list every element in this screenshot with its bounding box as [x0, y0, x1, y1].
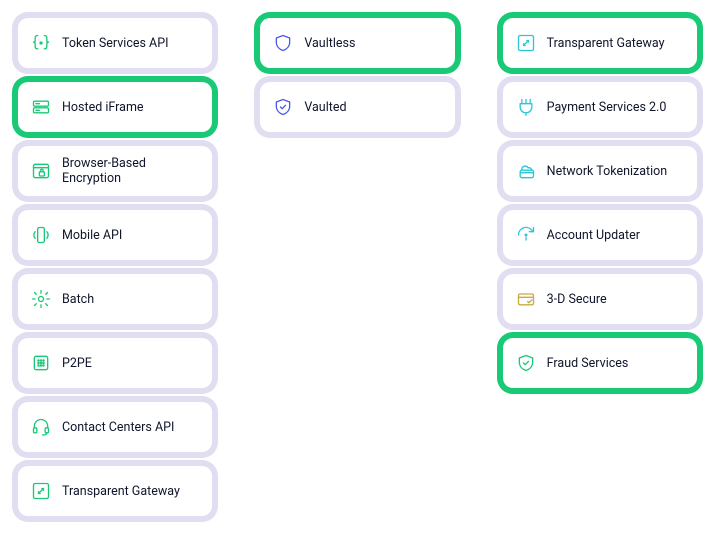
- iframe-icon: [30, 96, 52, 118]
- card-label: Contact Centers API: [62, 420, 174, 435]
- card-vaultless[interactable]: Vaultless: [260, 18, 454, 68]
- card-label: Vaultless: [304, 36, 355, 51]
- shield-outline-icon: [272, 32, 294, 54]
- gear-icon: [30, 288, 52, 310]
- card-label: Browser-Based Encryption: [62, 156, 200, 186]
- card-network-tokenization[interactable]: Network Tokenization: [503, 146, 697, 196]
- cloud-card-icon: [515, 160, 537, 182]
- card-payment-services-2[interactable]: Payment Services 2.0: [503, 82, 697, 132]
- card-label: Token Services API: [62, 36, 168, 51]
- card-label: Fraud Services: [547, 356, 629, 371]
- card-token-services-api[interactable]: Token Services API: [18, 18, 212, 68]
- keypad-icon: [30, 352, 52, 374]
- expand-icon: [515, 32, 537, 54]
- column-1: Token Services API Hosted iFrame Browser…: [18, 18, 212, 516]
- card-label: 3-D Secure: [547, 292, 607, 307]
- browser-lock-icon: [30, 160, 52, 182]
- card-label: Transparent Gateway: [62, 484, 180, 499]
- card-transparent-gateway-2[interactable]: Transparent Gateway: [503, 18, 697, 68]
- card-label: Vaulted: [304, 100, 346, 115]
- plug-icon: [515, 96, 537, 118]
- card-label: Account Updater: [547, 228, 640, 243]
- card-p2pe[interactable]: P2PE: [18, 338, 212, 388]
- card-label: Mobile API: [62, 228, 122, 243]
- shield-check-icon: [272, 96, 294, 118]
- shield-check-icon: [515, 352, 537, 374]
- refresh-icon: [515, 224, 537, 246]
- mobile-icon: [30, 224, 52, 246]
- card-batch[interactable]: Batch: [18, 274, 212, 324]
- card-label: Network Tokenization: [547, 164, 668, 179]
- column-3: Transparent Gateway Payment Services 2.0…: [503, 18, 697, 388]
- card-transparent-gateway-1[interactable]: Transparent Gateway: [18, 466, 212, 516]
- column-2: Vaultless Vaulted: [260, 18, 454, 132]
- card-fraud-services[interactable]: Fraud Services: [503, 338, 697, 388]
- card-hosted-iframe[interactable]: Hosted iFrame: [18, 82, 212, 132]
- braces-icon: [30, 32, 52, 54]
- card-label: Batch: [62, 292, 94, 307]
- card-3d-secure[interactable]: 3-D Secure: [503, 274, 697, 324]
- card-vaulted[interactable]: Vaulted: [260, 82, 454, 132]
- card-label: Payment Services 2.0: [547, 100, 667, 115]
- card-browser-based-encryption[interactable]: Browser-Based Encryption: [18, 146, 212, 196]
- card-label: P2PE: [62, 356, 92, 371]
- card-check-icon: [515, 288, 537, 310]
- card-mobile-api[interactable]: Mobile API: [18, 210, 212, 260]
- columns-container: Token Services API Hosted iFrame Browser…: [18, 18, 697, 516]
- card-contact-centers-api[interactable]: Contact Centers API: [18, 402, 212, 452]
- card-account-updater[interactable]: Account Updater: [503, 210, 697, 260]
- headset-icon: [30, 416, 52, 438]
- card-label: Hosted iFrame: [62, 100, 144, 115]
- card-label: Transparent Gateway: [547, 36, 665, 51]
- expand-icon: [30, 480, 52, 502]
